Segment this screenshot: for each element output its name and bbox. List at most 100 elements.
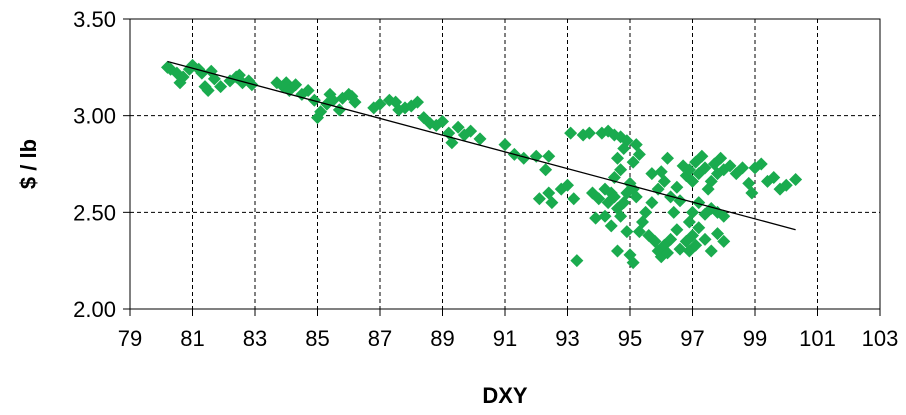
- data-point: [445, 136, 459, 150]
- data-point: [654, 165, 668, 179]
- y-tick-label: 2.50: [73, 200, 116, 225]
- x-tick-label: 99: [743, 326, 767, 351]
- trendline: [167, 60, 796, 231]
- data-point: [632, 147, 646, 161]
- data-point: [517, 151, 531, 165]
- data-point: [670, 223, 684, 237]
- plot-frame: [123, 18, 881, 316]
- data-point: [698, 161, 712, 175]
- data-point: [176, 70, 190, 84]
- data-point: [692, 196, 706, 210]
- x-tick-label: 93: [555, 326, 579, 351]
- data-point: [532, 192, 546, 206]
- data-point: [692, 221, 706, 235]
- data-point: [711, 227, 724, 241]
- y-tick-labels: 2.00 2.50 3.00 3.50: [73, 7, 116, 322]
- data-point: [314, 105, 328, 119]
- data-point: [661, 246, 674, 260]
- data-point: [411, 95, 424, 109]
- data-point: [626, 256, 640, 270]
- data-point: [670, 180, 684, 194]
- data-point: [723, 159, 737, 173]
- data-point: [742, 176, 756, 190]
- data-point: [648, 234, 662, 248]
- y-tick-label: 3.00: [73, 104, 116, 129]
- data-point: [754, 157, 768, 171]
- data-point: [714, 151, 728, 165]
- x-axis-title: DXY: [482, 383, 528, 408]
- data-point: [704, 174, 718, 188]
- x-tick-label: 95: [618, 326, 642, 351]
- data-point: [582, 126, 596, 140]
- data-point: [667, 205, 681, 219]
- data-point: [326, 93, 340, 107]
- data-point: [661, 151, 674, 165]
- data-point: [373, 97, 387, 111]
- data-point: [664, 232, 678, 246]
- data-point: [767, 171, 781, 185]
- data-point: [632, 225, 646, 239]
- trendline-layer: [167, 60, 796, 231]
- data-point: [498, 138, 512, 152]
- data-point: [301, 84, 315, 98]
- data-point: [686, 229, 699, 243]
- x-tick-label: 85: [305, 326, 329, 351]
- data-point: [645, 167, 659, 181]
- data-point: [717, 234, 731, 248]
- x-tick-label: 79: [118, 326, 142, 351]
- data-point: [717, 209, 731, 223]
- data-point: [745, 186, 759, 200]
- data-point: [645, 196, 659, 210]
- data-point: [617, 142, 631, 156]
- data-point: [332, 103, 346, 117]
- data-point: [564, 126, 578, 140]
- y-axis-title: $ / lb: [16, 139, 41, 189]
- data-point: [639, 205, 653, 219]
- data-point: [614, 209, 628, 223]
- y-tick-label: 3.50: [73, 7, 116, 32]
- data-point: [657, 174, 671, 188]
- data-point: [451, 120, 465, 134]
- data-point: [473, 132, 487, 146]
- data-point: [629, 138, 643, 152]
- data-point: [201, 84, 215, 98]
- data-point: [592, 192, 606, 206]
- data-point: [673, 242, 687, 256]
- data-point: [698, 232, 712, 246]
- x-tick-label: 83: [243, 326, 267, 351]
- data-point: [589, 211, 603, 225]
- data-point: [626, 155, 640, 169]
- data-point: [614, 163, 628, 177]
- x-tick-label: 87: [368, 326, 392, 351]
- x-tick-label: 97: [680, 326, 704, 351]
- data-point: [539, 163, 553, 177]
- data-point: [570, 254, 584, 268]
- data-point: [686, 174, 699, 188]
- data-point: [682, 215, 696, 229]
- x-tick-label: 103: [862, 326, 899, 351]
- x-tick-label: 81: [180, 326, 204, 351]
- data-point: [436, 114, 449, 128]
- data-point: [567, 192, 581, 206]
- x-tick-label: 91: [493, 326, 517, 351]
- data-point: [289, 78, 303, 92]
- data-point: [617, 196, 631, 210]
- data-point: [214, 80, 228, 94]
- data-point: [598, 209, 612, 223]
- data-point: [207, 72, 221, 86]
- x-tick-label: 89: [430, 326, 454, 351]
- y-tick-label: 2.00: [73, 297, 116, 322]
- data-point: [542, 186, 556, 200]
- data-point: [604, 219, 618, 233]
- data-point: [611, 244, 624, 258]
- data-point: [348, 95, 362, 109]
- data-point: [686, 205, 699, 219]
- data-point: [736, 161, 749, 175]
- data-point: [464, 124, 478, 138]
- data-point: [620, 225, 634, 239]
- data-point: [689, 238, 703, 252]
- x-tick-labels: 79 81 83 85 87 89 91 93 95 97 99 101 103: [118, 326, 899, 351]
- data-point: [789, 172, 803, 186]
- data-point: [607, 190, 621, 204]
